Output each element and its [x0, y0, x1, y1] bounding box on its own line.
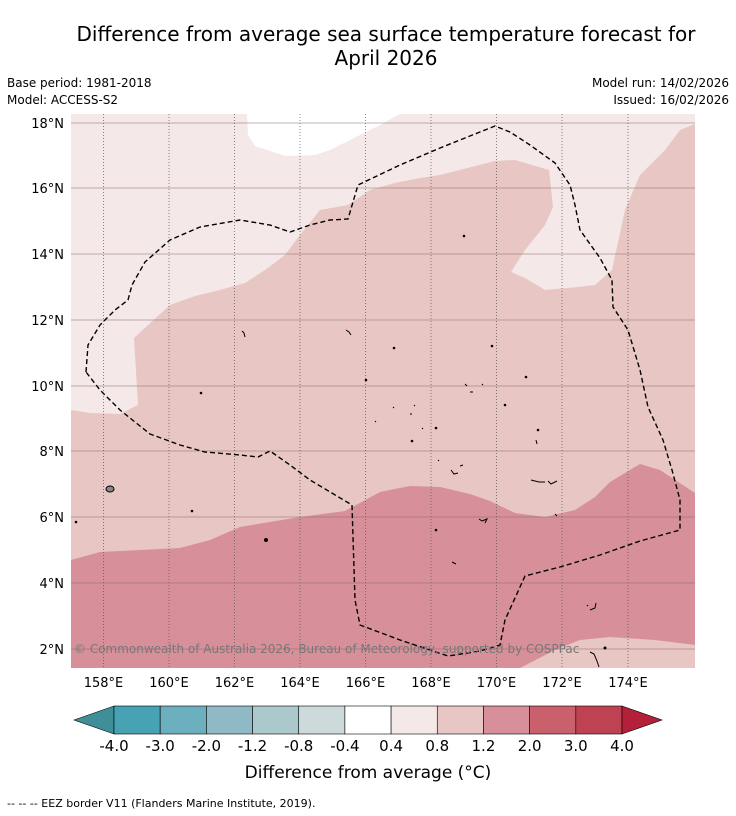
lon-label: 164°E: [280, 676, 320, 691]
meta-right: Model run: 14/02/2026 Issued: 16/02/2026: [592, 75, 729, 109]
colorbar-tick-label: 0.8: [425, 737, 449, 755]
band-1.2-2.0: [71, 464, 695, 668]
lon-label: 174°E: [608, 676, 648, 691]
graticule: [71, 114, 695, 668]
lat-label: 2°N: [40, 643, 65, 658]
issued-date: Issued: 16/02/2026: [613, 93, 729, 107]
model-name: Model: ACCESS-S2: [7, 93, 119, 107]
lat-label: 10°N: [31, 380, 64, 395]
colorbar-segment: [344, 705, 392, 735]
lat-label: 18°N: [31, 117, 64, 132]
colorbar-tick-label: 3.0: [564, 737, 588, 755]
band-0.4-0.8-north: [71, 114, 695, 414]
lat-label: 12°N: [31, 314, 64, 329]
colorbar-segment: [483, 705, 530, 735]
colorbar-segment: [575, 705, 623, 735]
colorbar-extend-low: [73, 705, 115, 735]
colorbar-segment: [298, 705, 346, 735]
meta-left: Base period: 1981-2018 Model: ACCESS-S2: [7, 75, 152, 109]
colorbar-segment: [390, 705, 438, 735]
lat-label: 14°N: [31, 248, 64, 263]
lon-label: 170°E: [477, 676, 517, 691]
lon-label: 160°E: [149, 676, 189, 691]
base-period: Base period: 1981-2018: [7, 76, 152, 90]
longitude-labels: 158°E 160°E 162°E 164°E 166°E 168°E 170°E 172°E…: [84, 676, 648, 691]
lon-label: 172°E: [542, 676, 582, 691]
colorbar-tick-label: -3.0: [146, 737, 175, 755]
lon-label: 166°E: [346, 676, 386, 691]
lon-label: 158°E: [84, 676, 124, 691]
colorbar-tick-label: -1.2: [238, 737, 267, 755]
islands: [74, 234, 607, 668]
lat-label: 4°N: [40, 577, 65, 592]
colorbar-tick-label: -2.0: [192, 737, 221, 755]
colorbar-segment: [252, 705, 300, 735]
colorbar-segment: [206, 705, 253, 735]
colorbar-tick-label: -0.8: [284, 737, 313, 755]
lat-label: 8°N: [40, 445, 65, 460]
colorbar: -4.0 -3.0 -2.0 -1.2 -0.8 -0.4 0.4 0.8 1.2 2.0 3.0 4…: [73, 705, 663, 755]
band-neutral-patch: [247, 114, 400, 156]
map-title: Difference from average sea surface temp…: [40, 22, 732, 70]
footer-note: -- -- -- EEZ border V11 (Flanders Marine…: [7, 797, 316, 810]
lat-label: 16°N: [31, 182, 64, 197]
lon-label: 168°E: [411, 676, 451, 691]
colorbar-tick-label: 0.4: [379, 737, 403, 755]
colorbar-tick-label: 4.0: [610, 737, 634, 755]
colorbar-segment: [113, 705, 161, 735]
colorbar-tick-label: -4.0: [99, 737, 128, 755]
copyright-text: © Commonwealth of Australia 2026, Bureau…: [74, 642, 579, 656]
colorbar-extend-high: [621, 705, 663, 735]
colorbar-tick-label: 2.0: [518, 737, 542, 755]
model-run: Model run: 14/02/2026: [591, 76, 729, 90]
eez-border: [85, 125, 681, 657]
colorbar-tick-label: 1.2: [472, 737, 496, 755]
title-line-1: Difference from average sea surface temp…: [76, 22, 696, 46]
colorbar-title: Difference from average (°C): [244, 763, 492, 783]
colorbar-segment: [436, 705, 484, 735]
lat-label: 6°N: [40, 511, 65, 526]
latitude-labels: 2°N 4°N 6°N 8°N 10°N 12°N 14°N 16°N 18°N: [31, 117, 64, 658]
title-line-2: April 2026: [334, 46, 438, 70]
lon-label: 162°E: [215, 676, 255, 691]
colorbar-segment: [529, 705, 577, 735]
colorbar-tick-label: -0.4: [330, 737, 359, 755]
colorbar-segment: [159, 705, 207, 735]
map-area: © Commonwealth of Australia 2026, Bureau…: [71, 114, 695, 668]
